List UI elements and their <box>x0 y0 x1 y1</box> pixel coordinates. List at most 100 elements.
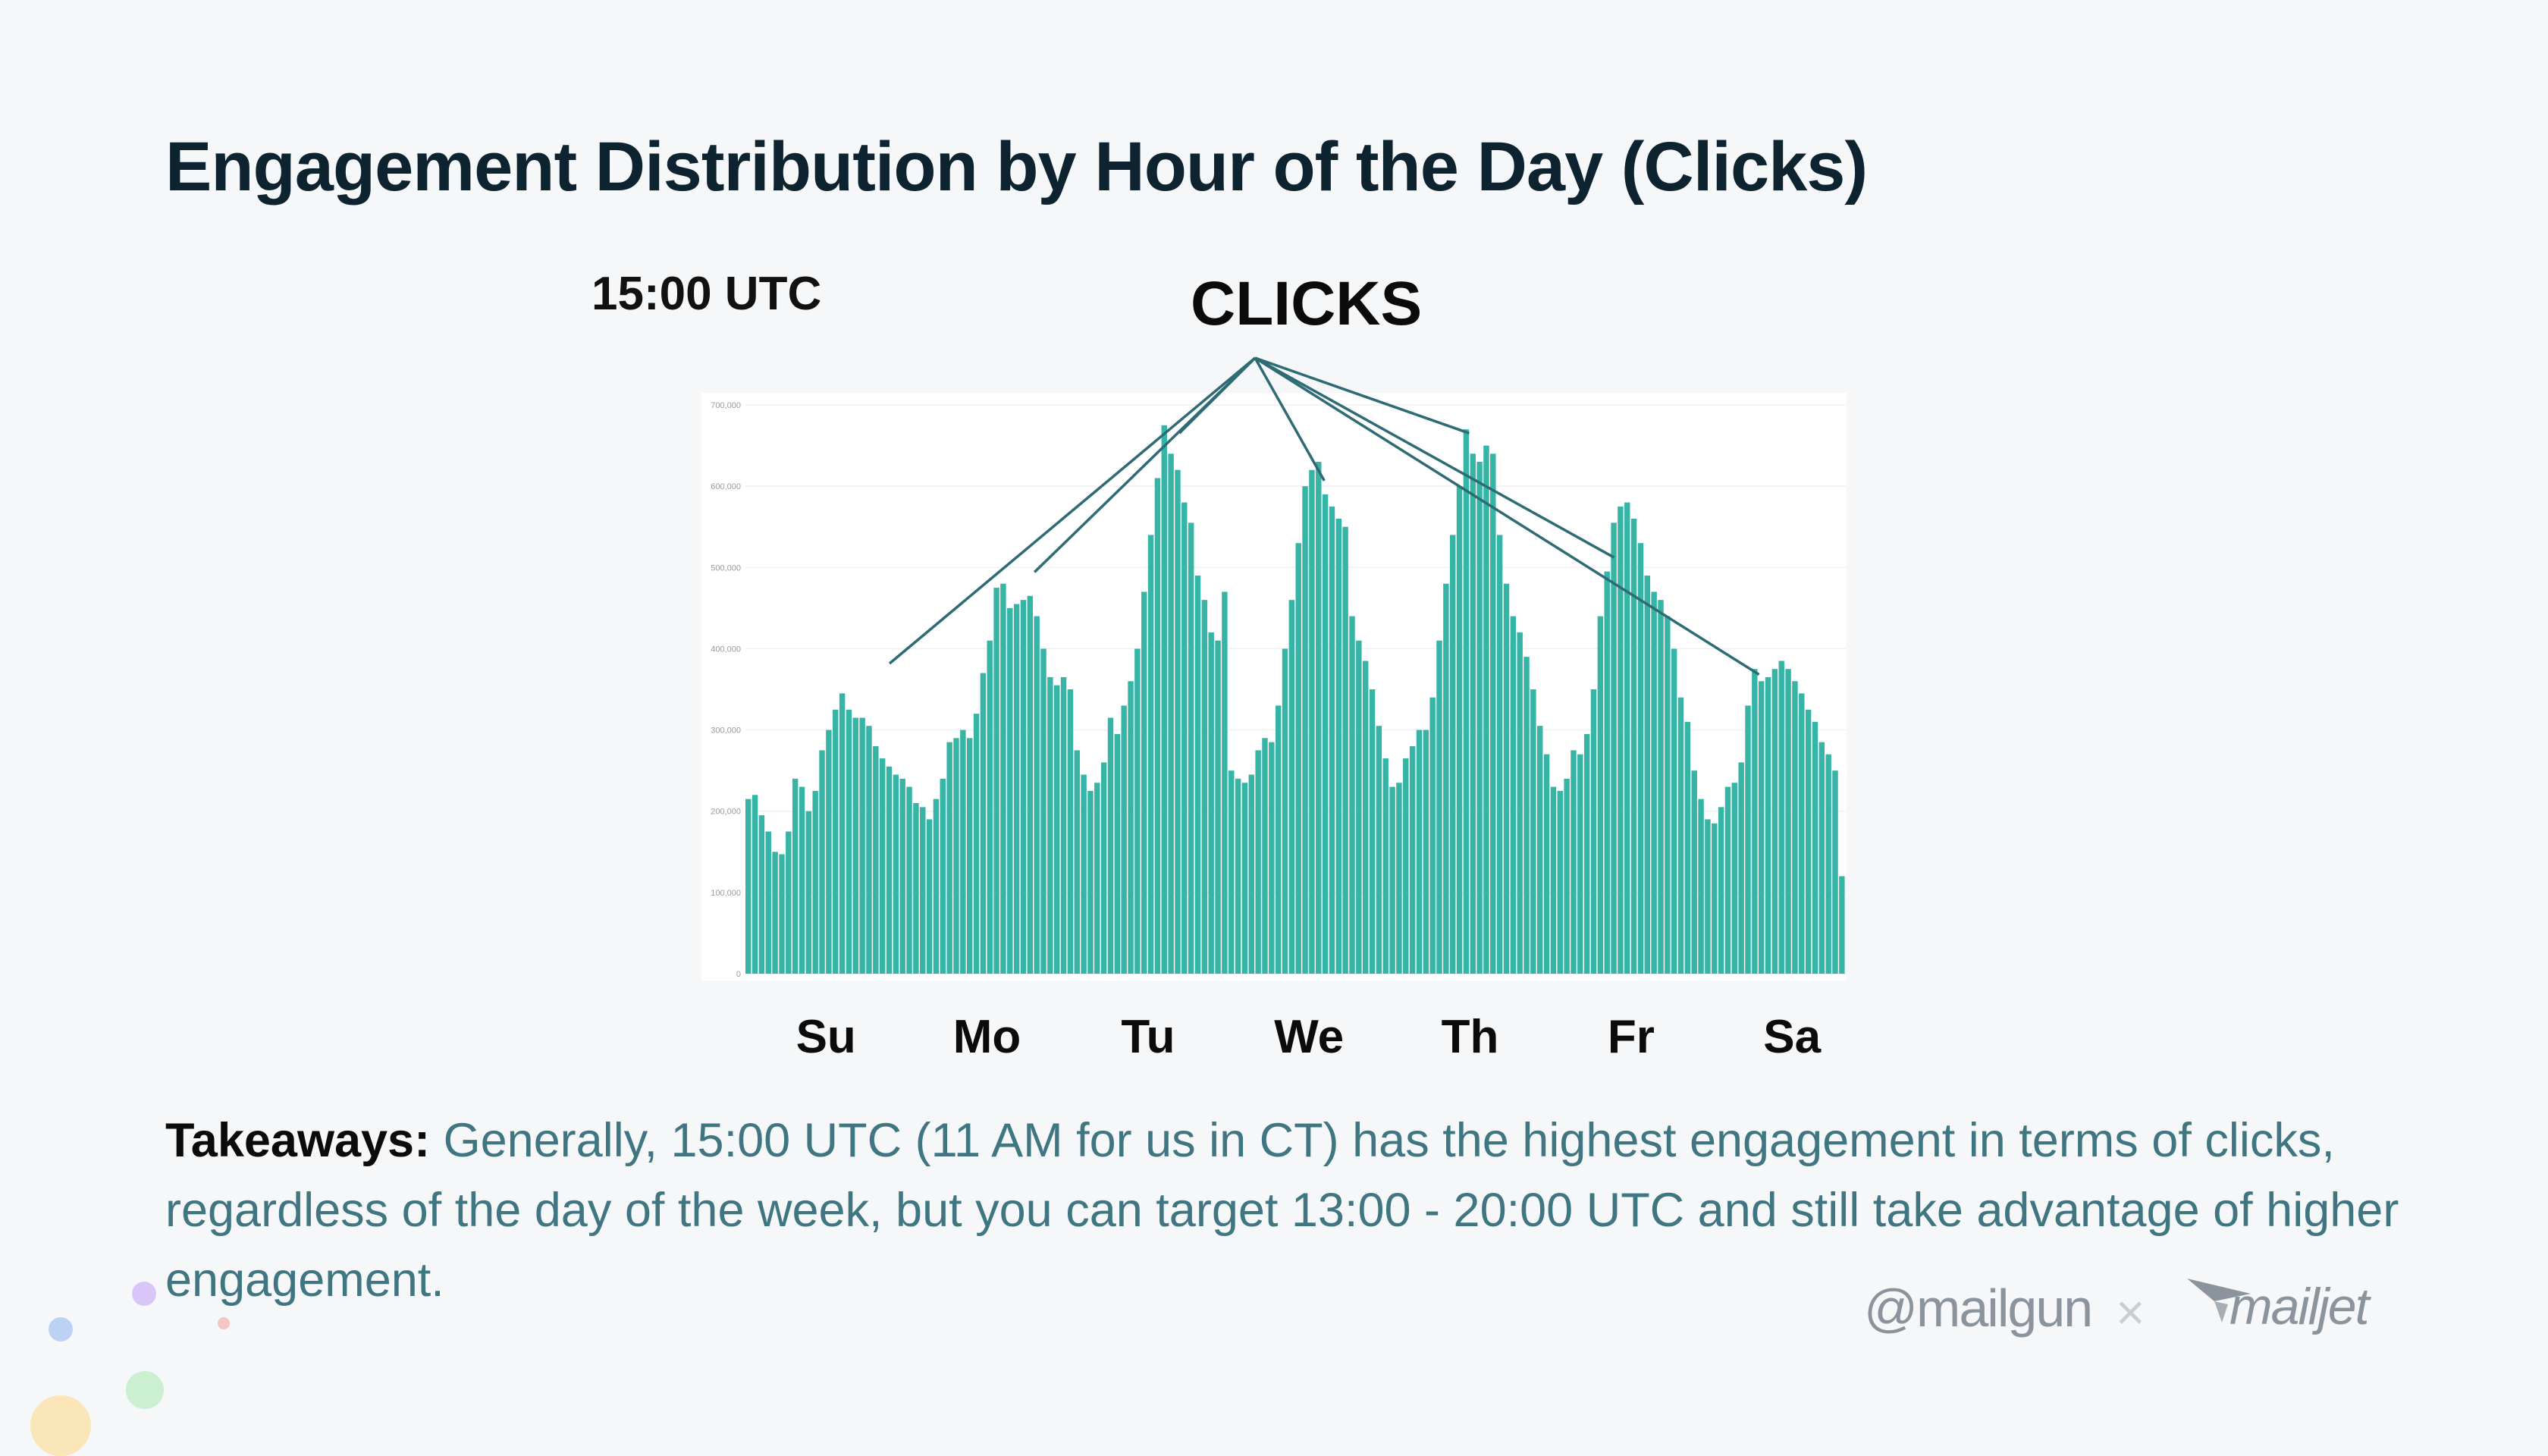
bar <box>1241 783 1248 974</box>
bar <box>839 693 846 974</box>
bar <box>1825 754 1831 974</box>
y-tick-label: 200,000 <box>711 808 741 817</box>
bar <box>1295 543 1301 974</box>
bar <box>1356 640 1362 974</box>
peak-annotation-lines <box>888 356 1760 676</box>
bar <box>1443 583 1449 974</box>
bar <box>1302 486 1308 974</box>
bar <box>1805 709 1812 974</box>
decor-dot-red <box>218 1317 230 1329</box>
bar <box>1329 506 1335 974</box>
bar <box>1510 616 1517 974</box>
bar <box>1275 705 1282 974</box>
bar <box>1027 595 1034 974</box>
bar <box>1335 519 1342 974</box>
decor-dot-blue <box>49 1317 73 1341</box>
bar <box>1235 778 1241 974</box>
bar <box>1322 494 1329 974</box>
bar <box>1644 576 1650 974</box>
bar <box>833 709 839 974</box>
bar <box>1087 790 1094 974</box>
bar <box>1007 607 1013 974</box>
bar <box>1590 689 1597 974</box>
bar <box>926 819 933 974</box>
bar <box>1698 799 1704 974</box>
decor-dot-green <box>126 1371 164 1409</box>
bar <box>1114 733 1121 974</box>
bar <box>799 786 805 974</box>
bar <box>1449 535 1456 974</box>
peak-hour-callout: 15:00 UTC <box>592 268 822 320</box>
bar <box>987 640 993 974</box>
bar <box>1812 721 1818 974</box>
bar <box>1013 604 1020 974</box>
bar <box>1684 721 1691 974</box>
bar <box>1081 774 1087 974</box>
bar <box>1074 750 1080 974</box>
bar <box>1490 453 1496 974</box>
mailjet-wordmark: mailjet <box>2230 1278 2369 1335</box>
takeaways-body: Generally, 15:00 UTC (11 AM for us in CT… <box>165 1114 2399 1307</box>
bar <box>1658 600 1664 974</box>
bar <box>1423 730 1429 974</box>
bar <box>1362 661 1369 974</box>
bar <box>852 717 858 974</box>
decor-dot-yellow <box>30 1395 91 1456</box>
bar <box>893 774 899 974</box>
bar <box>786 831 792 974</box>
bar <box>1222 592 1228 974</box>
bar <box>1282 648 1288 974</box>
bar <box>1738 762 1744 974</box>
bar <box>1382 758 1389 974</box>
bar <box>1470 453 1476 974</box>
bar <box>973 714 980 974</box>
bar <box>1839 876 1845 974</box>
bar <box>1785 669 1791 974</box>
mailjet-logo: mailjet <box>2184 1268 2370 1344</box>
bar <box>1724 786 1731 974</box>
bar <box>1483 445 1489 974</box>
bar <box>1154 478 1161 974</box>
day-label: Mo <box>953 1011 1021 1063</box>
bar <box>745 799 752 974</box>
bar <box>1651 592 1657 974</box>
bar <box>1436 640 1442 974</box>
bar <box>846 709 852 974</box>
bar <box>812 790 818 974</box>
bar <box>1665 616 1671 974</box>
bar <box>1583 733 1590 974</box>
bar <box>1745 705 1751 974</box>
bar <box>1060 676 1067 974</box>
day-labels: Su Mo Tu We Th Fr Sa <box>796 1011 1822 1063</box>
bar <box>1208 632 1214 974</box>
day-label: Sa <box>1763 1011 1821 1063</box>
bar <box>920 807 926 974</box>
bar <box>1758 681 1765 974</box>
bar <box>1215 640 1221 974</box>
bar <box>805 811 812 974</box>
bar <box>1604 571 1610 974</box>
takeaways-label: Takeaways: <box>165 1114 431 1167</box>
y-tick-label: 600,000 <box>711 482 741 491</box>
bar <box>966 738 973 974</box>
bar <box>1718 807 1724 974</box>
bar <box>1316 462 1322 974</box>
bar <box>866 726 872 974</box>
bar <box>772 852 778 974</box>
bar <box>960 730 966 974</box>
bar <box>1369 689 1376 974</box>
bar <box>1134 648 1141 974</box>
bar <box>879 758 886 974</box>
bar <box>819 750 825 974</box>
bar <box>1175 469 1181 974</box>
bar <box>1630 519 1637 974</box>
bar <box>1517 632 1523 974</box>
bar <box>1564 778 1570 974</box>
chart-heading: CLICKS <box>1191 269 1423 338</box>
bar <box>1476 462 1483 974</box>
bar <box>1543 754 1550 974</box>
bar <box>953 738 959 974</box>
bar <box>1255 750 1261 974</box>
bar <box>1496 535 1503 974</box>
